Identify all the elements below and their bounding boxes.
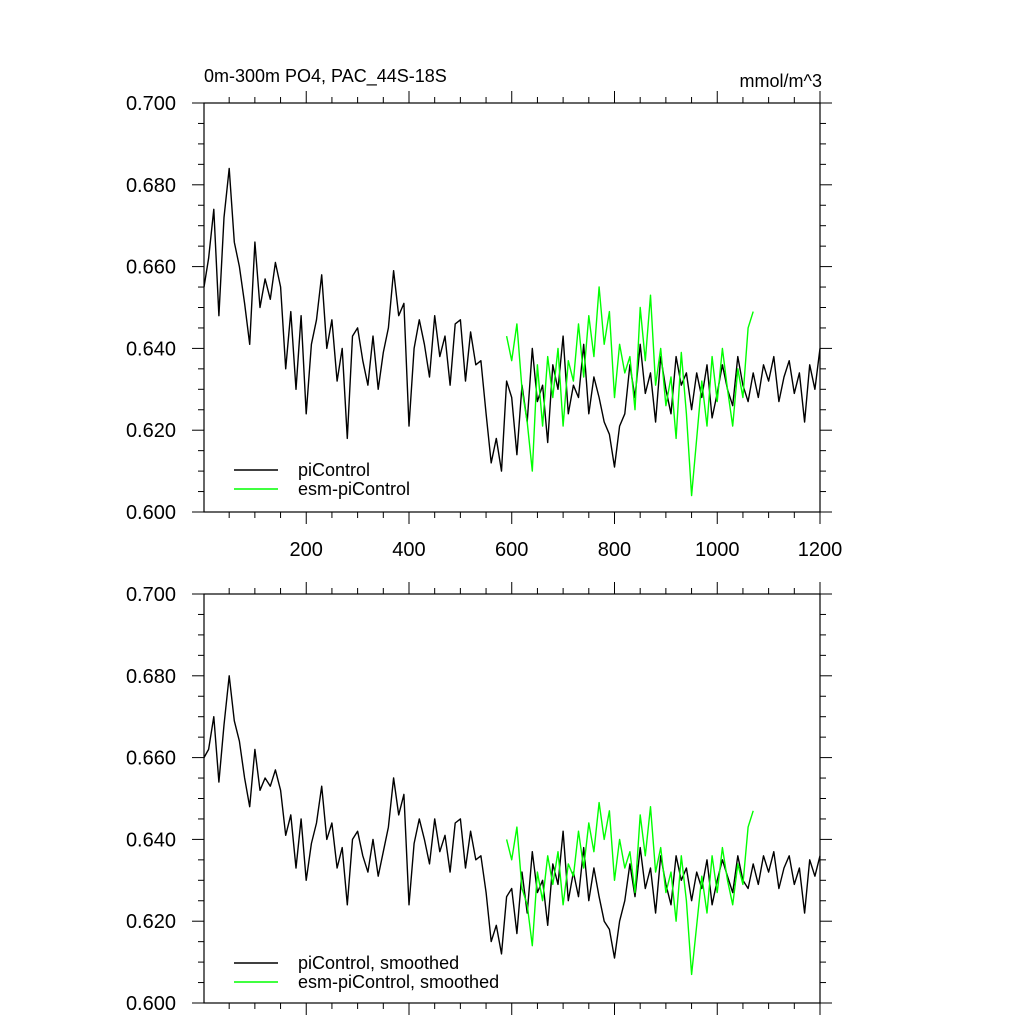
legend-label: esm-piControl [298,479,410,499]
y-tick-label: 0.700 [126,93,176,115]
y-tick-label: 0.660 [126,748,176,770]
y-tick-label: 0.620 [126,911,176,933]
series-line-black [203,675,821,959]
legend-label: piControl [298,460,370,480]
top-panel: 0m-300m PO4, PAC_44S-18S mmol/m^3 0.6000… [126,66,842,561]
y-tick-label: 0.600 [126,993,176,1015]
series-lines [203,675,821,976]
x-tick-label: 1000 [695,539,740,561]
x-tick-label: 400 [392,539,425,561]
x-tick-labels: 200 400 600 800 1000 1200 [290,539,843,561]
y-tick-label: 0.660 [126,257,176,279]
bottom-panel: 0.600 0.620 0.640 0.660 0.680 0.700 piControl… [126,582,832,1015]
y-tick-label: 0.680 [126,175,176,197]
chart-title: 0m-300m PO4, PAC_44S-18S [204,66,447,87]
y-tick-label: 0.640 [126,338,176,360]
y-tick-label: 0.620 [126,420,176,442]
plot-frame [192,582,832,1015]
x-tick-label: 800 [598,539,631,561]
series-line-green [505,801,754,976]
y-tick-label: 0.680 [126,666,176,688]
y-tick-label: 0.640 [126,829,176,851]
y-tick-label: 0.700 [126,584,176,606]
x-tick-label: 200 [290,539,323,561]
series-line-green [505,286,754,497]
series-line-black [203,167,821,472]
legend-label: piControl, smoothed [298,953,459,973]
series-lines [203,167,821,497]
units-label: mmol/m^3 [740,71,822,91]
plot-frame [192,91,832,524]
plot-border [203,102,821,513]
y-tick-labels: 0.600 0.620 0.640 0.660 0.680 0.700 [126,584,176,1015]
x-tick-label: 600 [495,539,528,561]
plot-border [203,593,821,1004]
x-tick-label: 1200 [798,539,843,561]
legend-label: esm-piControl, smoothed [298,972,499,992]
y-tick-label: 0.600 [126,502,176,524]
y-tick-labels: 0.600 0.620 0.640 0.660 0.680 0.700 [126,93,176,524]
